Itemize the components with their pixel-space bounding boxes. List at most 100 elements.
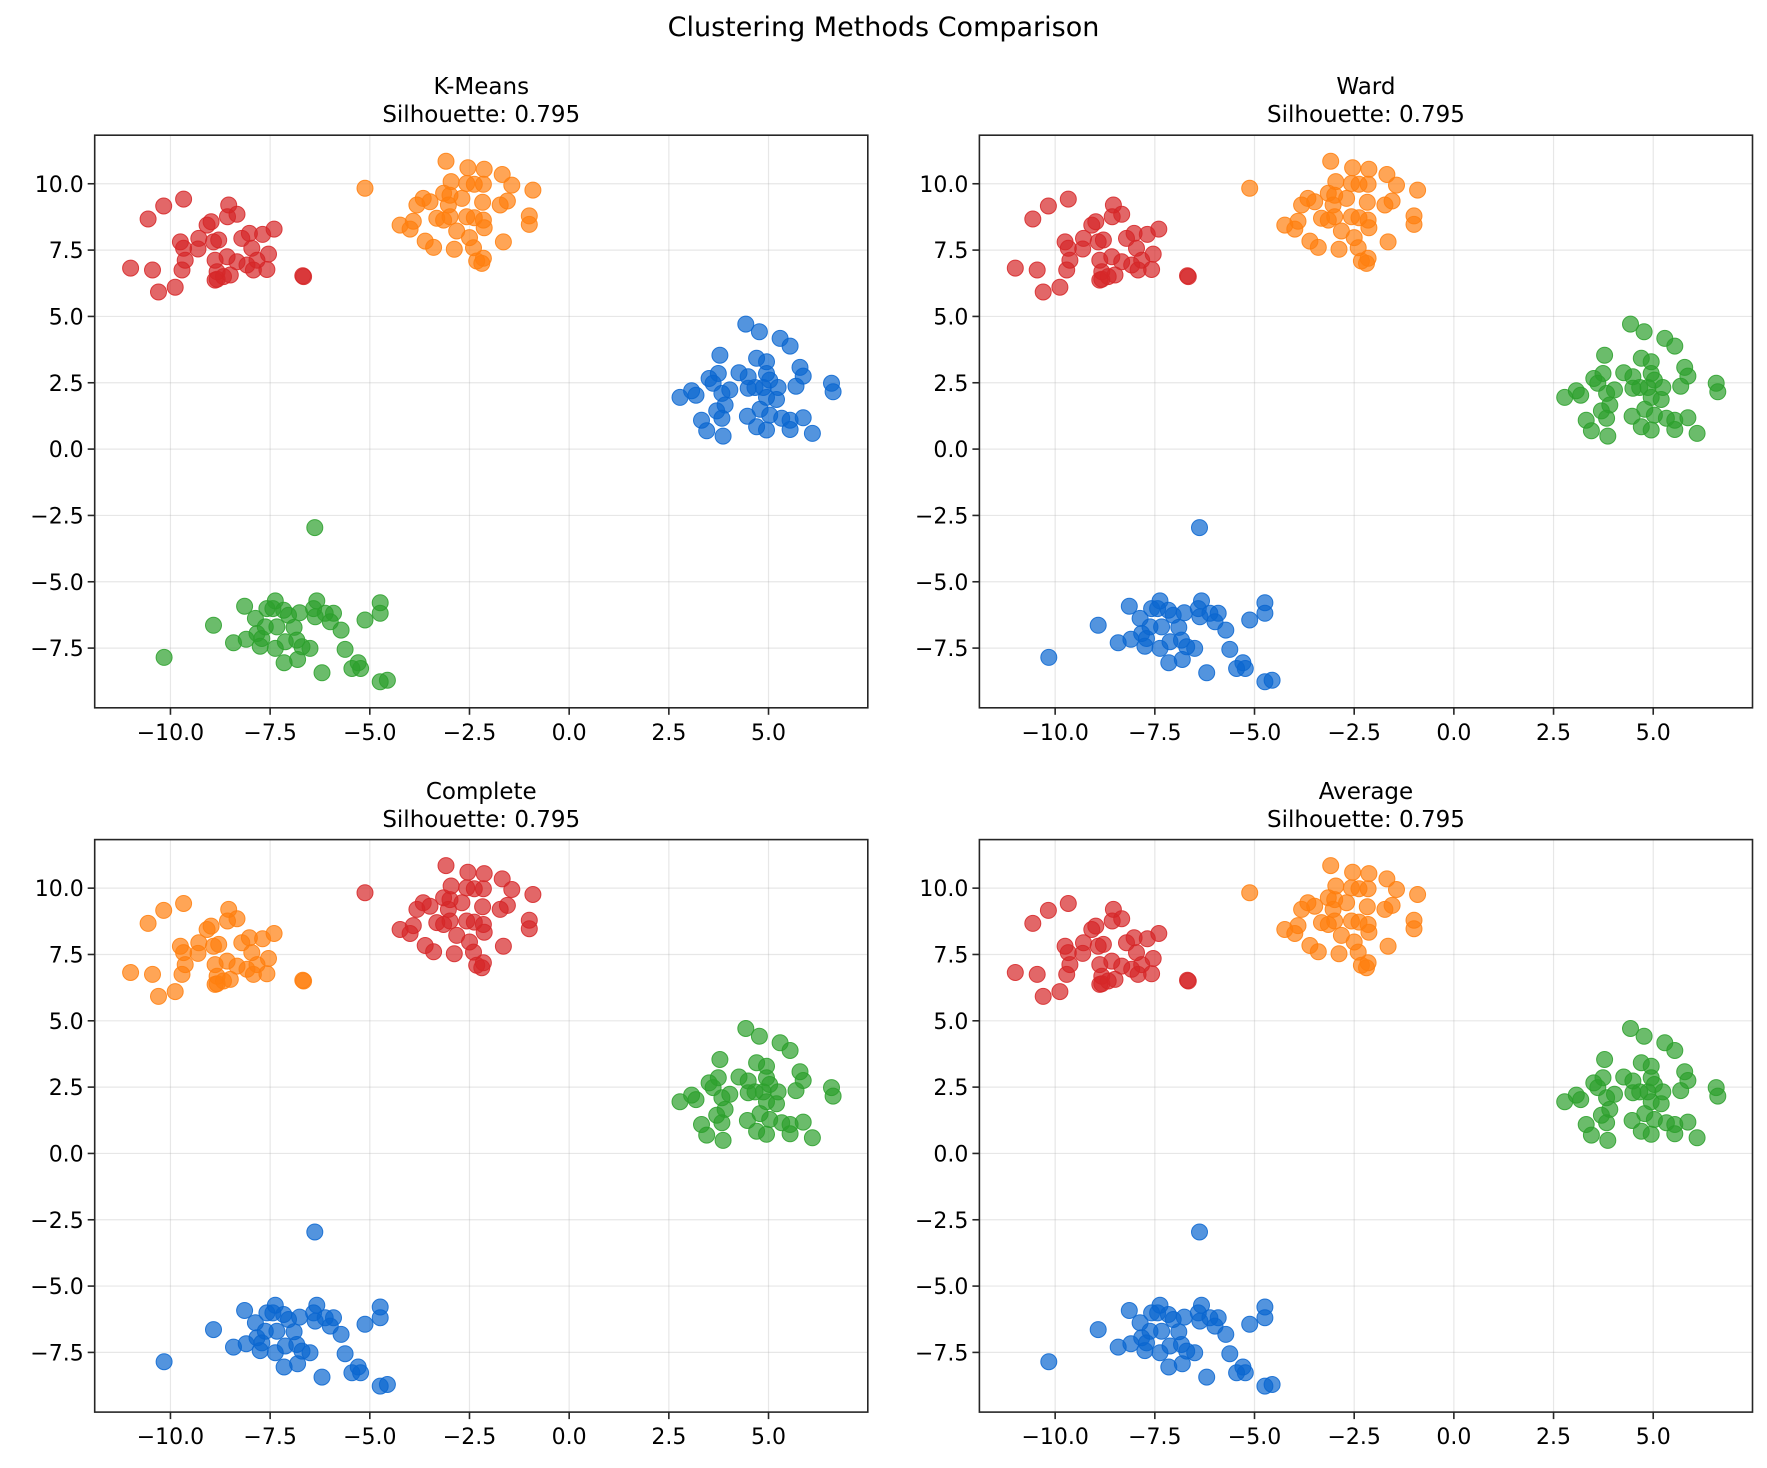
data-point-orange <box>491 196 509 214</box>
x-tick-label: −10.0 <box>137 1425 204 1450</box>
x-tick-label: −2.5 <box>443 1425 496 1450</box>
data-point-red <box>1034 283 1052 301</box>
panel-subtitle: Silhouette: 0.795 <box>382 807 580 833</box>
data-point-blue <box>824 383 842 401</box>
data-point-red <box>1051 278 1069 296</box>
data-point-blue <box>1141 618 1159 636</box>
data-point-red <box>493 870 511 888</box>
data-point-green <box>1642 1125 1660 1143</box>
data-point-orange <box>494 233 512 251</box>
data-point-green <box>332 621 350 639</box>
data-point-orange <box>441 208 459 226</box>
data-point-red <box>441 912 459 930</box>
data-point-red <box>202 213 220 231</box>
data-point-green <box>1599 1131 1617 1149</box>
data-point-blue <box>1040 648 1058 666</box>
data-point-green <box>737 1020 755 1037</box>
data-point-blue <box>1236 1364 1254 1382</box>
data-point-green <box>1582 1126 1600 1144</box>
data-point-red <box>494 937 512 955</box>
data-point-blue <box>1198 1368 1216 1386</box>
data-point-red <box>1094 231 1112 249</box>
data-point-blue <box>291 1308 309 1326</box>
x-tick-label: −2.5 <box>1327 1425 1380 1450</box>
data-point-blue <box>378 1376 396 1393</box>
data-point-orange <box>1388 881 1405 898</box>
data-point-red <box>437 857 455 875</box>
scatter-points <box>122 152 842 691</box>
data-point-orange <box>1360 219 1378 237</box>
data-point-orange <box>1358 898 1376 916</box>
data-point-red <box>208 270 226 288</box>
data-point-red <box>520 920 538 938</box>
data-point-orange <box>150 987 167 1005</box>
data-point-orange <box>1322 857 1340 875</box>
data-point-blue <box>1217 621 1235 639</box>
data-point-green <box>1598 409 1616 427</box>
data-point-orange <box>425 238 443 256</box>
data-point-orange <box>175 895 193 912</box>
data-point-green <box>768 1095 785 1113</box>
data-point-red <box>155 197 173 215</box>
data-point-blue <box>787 377 805 395</box>
data-point-blue <box>1191 519 1208 537</box>
x-tick-label: −10.0 <box>137 721 204 746</box>
data-point-green <box>205 616 222 634</box>
data-point-blue <box>1241 611 1259 629</box>
data-point-green <box>1666 1042 1684 1059</box>
data-point-orange <box>1409 181 1427 199</box>
data-point-red <box>401 925 419 942</box>
panel-complete: Complete Silhouette: 0.795 −10.0 −7.5 −5.0… <box>30 779 869 1450</box>
data-point-red <box>474 880 492 898</box>
data-point-green <box>713 1114 731 1132</box>
y-axis: −7.5 −5.0 −2.5 0.0 2.5 5.0 7.5 10.0 <box>915 173 980 662</box>
data-point-blue <box>1040 1353 1058 1371</box>
data-point-green <box>1666 337 1684 355</box>
data-point-red <box>1051 983 1069 1001</box>
data-point-red <box>491 900 509 918</box>
data-point-red <box>122 259 140 277</box>
data-point-blue <box>1089 1321 1107 1339</box>
data-point-orange <box>1378 166 1396 183</box>
y-tick-label: −2.5 <box>915 1209 968 1234</box>
panel-title: Average <box>1319 779 1413 805</box>
data-point-orange <box>173 965 191 983</box>
data-point-green <box>1635 323 1653 341</box>
data-point-blue <box>301 1344 319 1362</box>
data-point-red <box>1034 987 1052 1005</box>
data-point-orange <box>408 196 426 214</box>
data-point-orange <box>474 193 492 211</box>
data-point-green <box>1622 1020 1639 1037</box>
data-point-green <box>1652 1095 1670 1113</box>
data-point-orange <box>356 179 374 197</box>
data-point-blue <box>781 337 799 355</box>
data-point-orange <box>1358 959 1375 977</box>
data-point-orange <box>1293 900 1311 918</box>
y-tick-label: 2.5 <box>49 1076 84 1101</box>
panel-title: Ward <box>1336 74 1395 100</box>
y-tick-label: 2.5 <box>933 1076 968 1101</box>
data-point-green <box>289 651 307 668</box>
y-tick-label: −5.0 <box>30 571 83 596</box>
x-tick-label: 5.0 <box>751 1425 786 1450</box>
data-point-orange <box>459 159 477 177</box>
data-point-orange <box>474 175 492 193</box>
y-tick-label: 7.5 <box>49 239 84 264</box>
data-point-orange <box>1359 880 1377 898</box>
data-point-green <box>1635 1027 1653 1045</box>
data-point-green <box>1642 421 1660 439</box>
data-point-blue <box>1175 604 1193 622</box>
data-point-red <box>189 240 207 258</box>
data-point-green <box>251 637 269 655</box>
data-point-green <box>1672 1082 1690 1100</box>
x-tick-label: 5.0 <box>1636 1425 1671 1450</box>
data-point-blue <box>1175 1308 1193 1326</box>
data-point-red <box>265 220 283 238</box>
x-axis: −10.0 −7.5 −5.0 −2.5 0.0 2.5 5.0 <box>1021 1412 1671 1450</box>
y-tick-label: 10.0 <box>35 173 84 198</box>
data-point-orange <box>139 914 157 932</box>
data-point-blue <box>1221 640 1239 658</box>
data-point-red <box>295 268 313 286</box>
x-tick-label: −10.0 <box>1021 721 1088 746</box>
data-point-red <box>1059 190 1077 208</box>
